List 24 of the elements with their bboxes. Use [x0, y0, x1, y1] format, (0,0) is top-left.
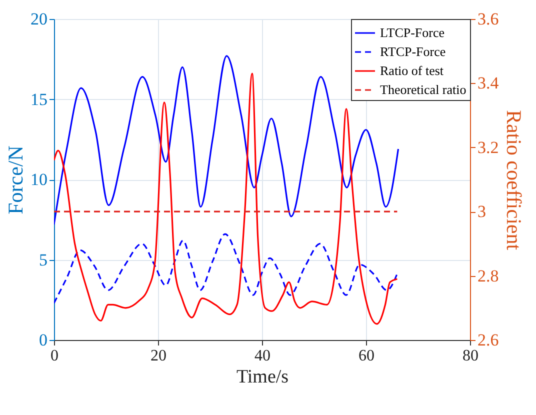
y-tick-label: 15	[30, 90, 48, 109]
y-tick-label: 5	[39, 250, 48, 270]
line-series	[54, 233, 400, 304]
y2-tick-label: 3.6	[478, 10, 499, 28]
y2-tick-label: 2.6	[478, 330, 499, 350]
y2-tick-label: 3	[478, 202, 486, 222]
x-tick-label: 80	[462, 348, 478, 364]
y-tick-label: 10	[30, 170, 48, 189]
legend-label: Theoretical ratio	[380, 82, 466, 97]
y2-tick-label: 3.4	[478, 74, 500, 93]
x-tick-label: 0	[50, 348, 58, 364]
legend-label: Ratio of test	[380, 63, 444, 78]
x-tick-label: 60	[358, 348, 374, 364]
y-tick-label: 20	[30, 10, 48, 28]
y-tick-label: 0	[39, 330, 48, 350]
y2-axis-title: Ratio coefficient	[502, 110, 526, 250]
x-tick-label: 20	[150, 348, 166, 364]
y-axis-title: Force/N	[4, 146, 28, 214]
y2-tick-label: 2.8	[478, 266, 499, 286]
x-axis-title: Time/s	[236, 366, 289, 388]
x-tick-label: 40	[254, 348, 270, 364]
legend-label: RTCP-Force	[380, 44, 446, 59]
y2-tick-label: 3.2	[478, 138, 499, 157]
legend-label: LTCP-Force	[380, 25, 445, 40]
